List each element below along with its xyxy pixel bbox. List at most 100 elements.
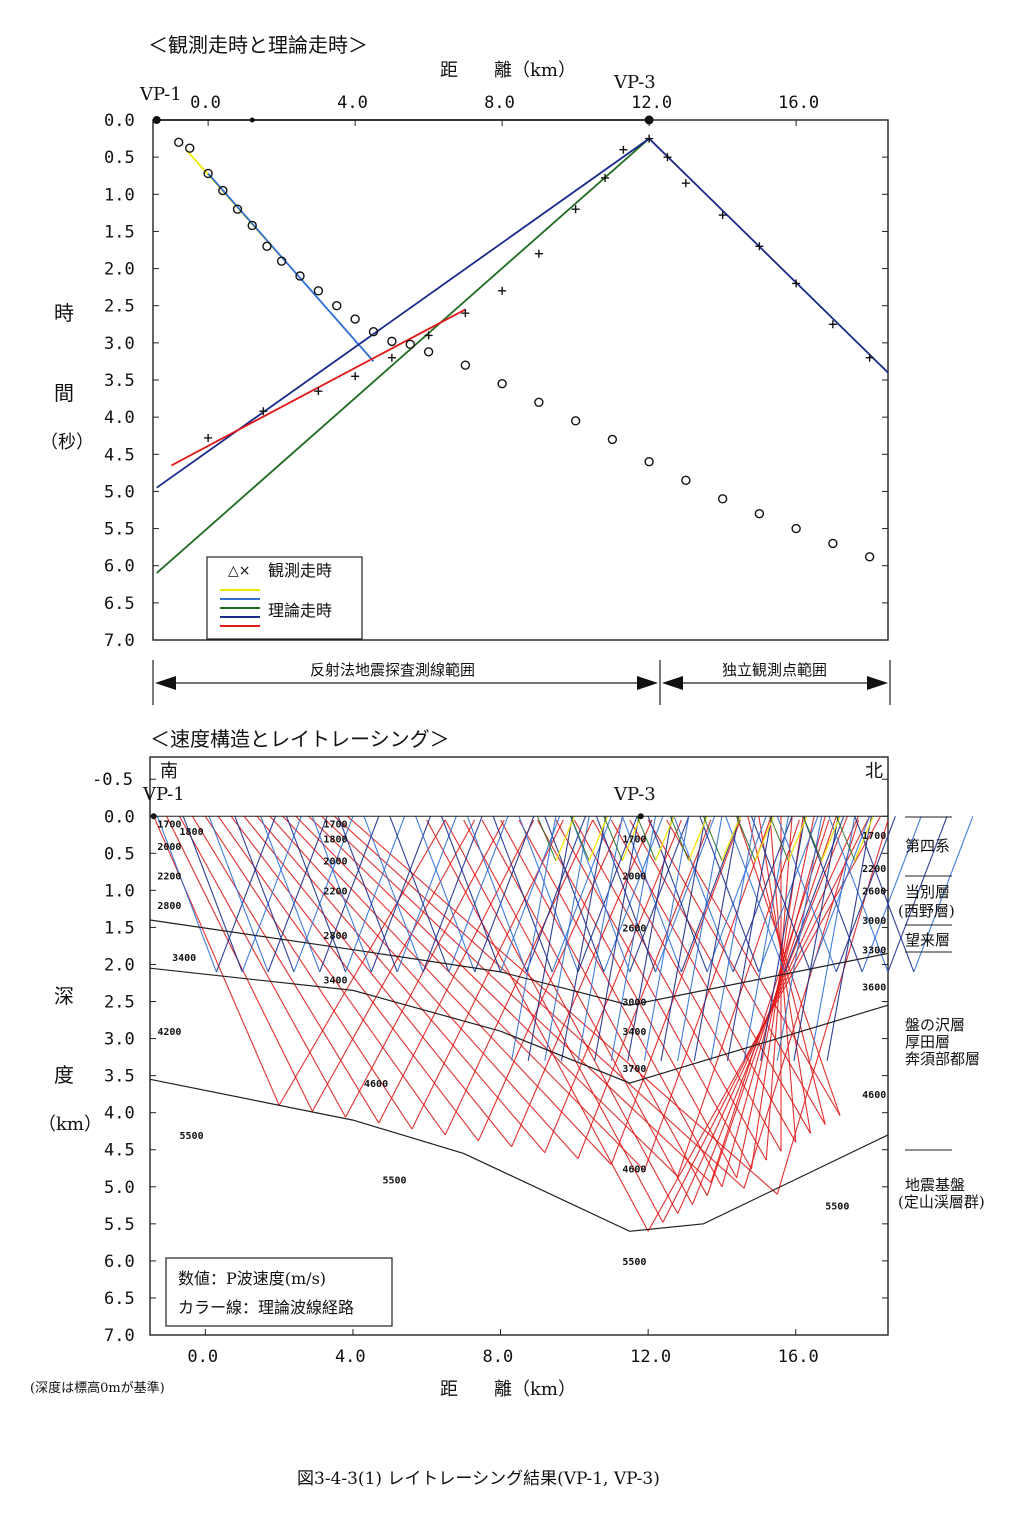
legend-symbols: △× (228, 563, 251, 579)
bottom-y-tick-label: 2.0 (104, 955, 135, 975)
bottom-heading: ＜速度構造とレイトレーシング＞ (150, 727, 450, 751)
top-x-tick-label: 0.0 (190, 93, 221, 113)
bottom-legend-box (165, 1257, 393, 1327)
range-indicators: 反射法地震探査測線範囲 独立観測点範囲 (152, 660, 891, 705)
velocity-label: 3000 (622, 998, 646, 1009)
observed-point-vp3 (204, 433, 213, 442)
bottom-x-ticks: 0.0 4.0 8.0 12.0 16.0 (187, 1329, 819, 1367)
top-legend: △× 観測走時 理論走時 (206, 556, 363, 640)
ray-path (217, 815, 446, 1136)
ray-path (603, 816, 664, 973)
velocity-label: 1700 (157, 820, 181, 831)
bottom-y-tick-label: 4.0 (104, 1104, 135, 1124)
theoretical-line-3 (156, 137, 889, 489)
observed-point-vp1 (534, 397, 544, 407)
bottom-x-label: 距 離（km） (440, 1379, 576, 1400)
ray-path (525, 816, 586, 973)
velocity-label: 2200 (157, 872, 181, 883)
top-y-tick-label: 4.5 (104, 445, 135, 465)
ray-path (345, 816, 406, 973)
theoretical-line-1 (207, 172, 375, 362)
observed-point-vp1 (185, 143, 195, 153)
top-y-ticks: 0.0 0.5 1.0 1.5 2.0 2.5 3.0 3.5 4.0 4.5 5.0 5.5 6.0 6… (104, 111, 888, 651)
ray-path (758, 816, 812, 1134)
top-y-tick-label: 0.0 (104, 111, 135, 131)
observed-point-vp1 (350, 314, 360, 324)
vp1-source-marker (152, 116, 161, 124)
ray-path (710, 816, 756, 1061)
velocity-label: 3300 (862, 946, 886, 957)
velocity-label: 1800 (323, 835, 347, 846)
velocity-label: 2200 (323, 886, 347, 897)
observed-point-vp3 (424, 331, 433, 340)
velocity-label: 4600 (862, 1090, 886, 1101)
ray-path (820, 816, 841, 862)
bottom-x-tick-label: 4.0 (335, 1347, 366, 1367)
bottom-y-tick-label: 3.0 (104, 1030, 135, 1050)
observed-point-vp3 (681, 179, 690, 188)
velocity-label: 2800 (323, 931, 347, 942)
ray-path (913, 816, 974, 973)
observed-point-vp3 (259, 407, 268, 416)
top-y-label-3: （秒） (40, 432, 94, 453)
observed-point-vp1 (828, 538, 838, 549)
ray-path (230, 815, 479, 1142)
ray-path (363, 816, 424, 973)
bottom-legend: 数値：P波速度(m/s) カラー線：理論波線経路 (165, 1257, 393, 1327)
ray-path (747, 816, 826, 1125)
velocity-label: 2000 (622, 872, 646, 883)
legend-velocity: 数値：P波速度(m/s) (178, 1269, 326, 1288)
top-y-tick-label: 3.0 (104, 334, 135, 354)
range-independent-label: 独立観測点範囲 (722, 661, 827, 679)
ray-path (370, 816, 431, 973)
ray-path (256, 815, 546, 1154)
ray-path (286, 816, 347, 973)
ray-path (588, 816, 609, 862)
ray-path (389, 816, 450, 973)
ray-path (156, 816, 217, 973)
ray-path (603, 816, 623, 861)
top-y-tick-label: 2.5 (104, 297, 135, 317)
observed-point-vp1 (405, 339, 415, 350)
range-arrow-left (155, 676, 176, 690)
top-y-tick-label: 0.5 (104, 148, 135, 168)
ray-path (732, 816, 793, 973)
ray-path (308, 815, 679, 1177)
ray-path (726, 816, 773, 1061)
observed-point-vp3 (387, 353, 396, 362)
ray-path (688, 816, 708, 862)
velocity-label: 3400 (622, 1027, 646, 1038)
ray-path (536, 816, 557, 861)
layer-boundary-0 (149, 919, 889, 1006)
top-y-tick-label: 1.5 (104, 222, 135, 242)
bottom-y-tick-label: 2.5 (104, 993, 135, 1013)
top-y-tick-label: 7.0 (104, 631, 135, 651)
layer-basement: 地震基盤 (905, 1176, 965, 1194)
ray-path (636, 816, 656, 861)
bottom-y-label-2: 度 (54, 1063, 74, 1087)
ray-path (570, 816, 590, 861)
bottom-y-tick-label: 6.5 (104, 1289, 135, 1309)
ray-path (754, 816, 775, 862)
observed-point-vp1 (295, 271, 305, 281)
layer-quaternary: 第四系 (905, 837, 950, 855)
ray-path (835, 816, 896, 973)
ray-path (703, 816, 723, 861)
bottom-y-tick-label: 5.0 (104, 1178, 135, 1198)
bottom-y-ticks: -0.5 0.0 0.5 1.0 1.5 2.0 2.5 3.0 3.5 4.0 4.5 5.0 5.5… (92, 770, 888, 1346)
top-heading: ＜観測走時と理論走時＞ (148, 33, 368, 57)
top-vp1-label: VP-1 (139, 84, 182, 105)
vp3-marker (637, 813, 644, 820)
top-x-tick-label: 8.0 (484, 93, 515, 113)
observed-point-vp1 (232, 204, 243, 214)
ray-path (518, 816, 579, 973)
observed-point-vp3 (498, 286, 507, 295)
ray-path (577, 816, 623, 1061)
ray-path (463, 819, 679, 1214)
observed-point-vp1 (644, 457, 654, 467)
velocity-label: 3400 (323, 975, 347, 986)
bottom-y-label-3: （km） (38, 1114, 102, 1135)
ray-path (769, 816, 797, 1143)
ray-path (577, 819, 712, 1159)
ray-path (610, 816, 657, 1061)
